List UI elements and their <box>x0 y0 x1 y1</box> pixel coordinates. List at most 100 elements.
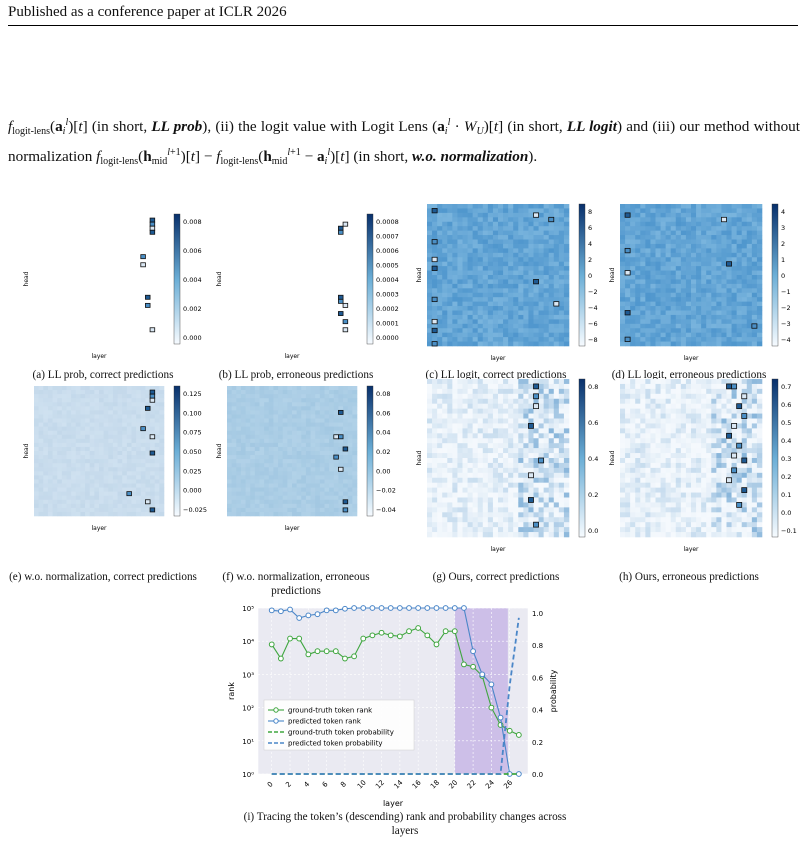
heatmap-cell <box>343 422 349 427</box>
heatmap-cell <box>347 479 353 484</box>
heatmap-cell <box>553 235 560 240</box>
heatmap-cell <box>741 297 748 302</box>
heatmap-cell <box>254 499 260 505</box>
heatmap-cell <box>71 422 77 427</box>
heatmap-cell <box>655 383 661 390</box>
heatmap-cell <box>250 455 256 460</box>
heatmap-cell <box>548 310 555 316</box>
heatmap-cell <box>503 328 509 333</box>
heatmap-cell <box>259 491 265 496</box>
subfigure-caption-e: (e) w.o. normalization, correct predicti… <box>9 571 197 583</box>
heatmap-cell <box>498 292 504 298</box>
heatmap-cell <box>645 239 651 245</box>
heatmap-cell <box>741 221 748 227</box>
heatmap-cell <box>513 517 519 523</box>
heatmap-cell <box>61 451 67 456</box>
heatmap-cell <box>487 383 494 390</box>
heatmap-cell <box>670 212 677 218</box>
heatmap-cell <box>159 491 165 496</box>
colorbar-tick: 0 <box>781 272 785 280</box>
x-axis-label: layer <box>91 525 107 532</box>
heatmap-cell <box>508 217 514 223</box>
heatmap-cell <box>278 503 284 509</box>
heatmap-cell <box>533 235 539 240</box>
heatmap-cell <box>57 511 63 517</box>
heatmap-cell <box>528 438 534 444</box>
heatmap-cell <box>452 239 458 245</box>
heatmap-cell <box>112 426 118 431</box>
heatmap-cell <box>319 434 325 440</box>
heatmap-cell <box>558 217 565 223</box>
heatmap-cell <box>508 204 514 209</box>
heatmap-cell <box>122 422 128 427</box>
heatmap-cell <box>457 221 463 227</box>
heatmap-cell <box>122 507 128 513</box>
heatmap-cell <box>319 451 325 456</box>
heatmap-cell <box>513 458 519 464</box>
heatmap-cell <box>287 491 293 496</box>
heatmap-cell <box>89 434 95 440</box>
heatmap-cell <box>635 261 641 267</box>
heatmap-cell <box>701 283 707 289</box>
heatmap-cell <box>457 226 463 231</box>
heatmap-cell <box>250 471 256 476</box>
heatmap-cell <box>625 257 631 262</box>
heatmap-cell <box>472 453 479 459</box>
heatmap-cell <box>498 288 504 294</box>
heatmap-cell <box>691 292 697 298</box>
heatmap-cell <box>508 462 514 469</box>
heatmap-cell <box>85 394 91 399</box>
heatmap-cell <box>701 314 707 320</box>
heatmap-cell <box>442 383 448 390</box>
heatmap-cell <box>670 472 677 479</box>
heatmap-cell <box>467 507 473 513</box>
heatmap-cell <box>751 328 758 333</box>
heatmap-cell <box>487 310 494 316</box>
heatmap-cell <box>117 422 123 427</box>
heatmap-cell <box>665 418 672 424</box>
heatmap-cell <box>650 230 656 236</box>
heatmap-cell <box>347 442 353 448</box>
y-axis-label: head <box>23 443 30 458</box>
heatmap-cell <box>655 522 661 528</box>
heatmap-cell <box>548 204 555 209</box>
heatmap-cell <box>492 413 499 419</box>
heatmap-cell <box>112 507 118 513</box>
heatmap-cell <box>665 221 672 227</box>
heatmap-cell <box>437 314 443 320</box>
heatmap-cell <box>625 208 631 214</box>
heatmap-cell <box>282 455 288 460</box>
heatmap-cell <box>706 337 712 342</box>
heatmap-cell <box>437 448 443 454</box>
heatmap-cell <box>726 212 732 218</box>
heatmap-cell <box>538 467 544 474</box>
heatmap-cell <box>630 306 636 311</box>
heatmap-cell <box>268 503 274 509</box>
heatmap-cell <box>268 483 274 488</box>
heatmap-cell <box>533 467 539 474</box>
heatmap-cell <box>352 511 358 517</box>
heatmap-cell <box>236 426 242 431</box>
heatmap-cell <box>140 390 146 395</box>
highlighted-cell <box>624 247 631 254</box>
heatmap-cell <box>89 507 95 513</box>
heatmap-cell <box>457 403 463 409</box>
heatmap-cell <box>538 275 544 280</box>
heatmap-cell <box>482 332 489 338</box>
heatmap-cell <box>696 341 702 347</box>
heatmap-cell <box>563 532 570 538</box>
heatmap-cell <box>625 438 631 444</box>
heatmap-cell <box>553 261 560 267</box>
colorbar <box>173 385 181 517</box>
heatmap-cell <box>140 495 146 501</box>
heatmap-cell <box>117 410 123 415</box>
heatmap-cell <box>140 487 146 492</box>
heatmap-cell <box>726 297 732 302</box>
heatmap-cell <box>264 475 270 480</box>
subfigure-caption-a: (a) LL prob, correct predictions <box>32 369 174 381</box>
heatmap-cell <box>680 292 687 298</box>
heatmap-cell <box>492 467 499 474</box>
heatmap-cell <box>503 477 509 483</box>
heatmap-cell <box>457 328 463 333</box>
heatmap-cell <box>528 306 534 311</box>
